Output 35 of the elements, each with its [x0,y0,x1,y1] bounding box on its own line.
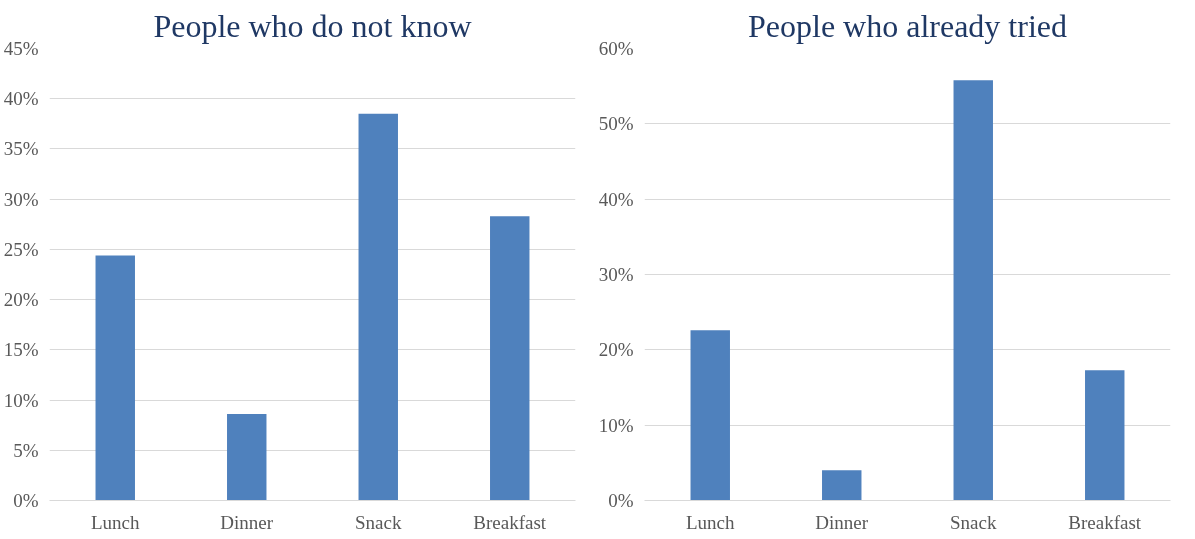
x-tick-label: Dinner [220,511,274,533]
y-tick-label: 20% [598,339,634,361]
x-tick-label: Snack [355,511,402,533]
y-tick-label: 15% [3,339,39,361]
x-tick-label: Lunch [685,511,736,533]
bar [95,255,135,501]
bar [822,470,862,501]
x-tick-label: Dinner [815,511,869,533]
y-tick-label: 10% [3,389,39,411]
bar [953,80,993,501]
y-tick-label: 10% [598,414,634,436]
chart-title: People who do not know [153,7,472,44]
y-tick-label: 50% [598,113,634,135]
y-tick-label: 30% [598,264,634,285]
y-tick-label: 40% [3,88,39,110]
y-tick-label: 45% [3,38,39,59]
bar [490,216,530,501]
chart-title: People who already tried [748,7,1067,44]
x-tick-label: Snack [950,511,997,533]
x-tick-label: Breakfast [1068,511,1142,533]
y-tick-label: 25% [3,238,39,260]
bar [1085,370,1125,501]
y-tick-label: 0% [13,490,39,511]
y-tick-label: 35% [3,138,39,160]
y-tick-label: 60% [598,38,634,59]
y-tick-label: 0% [608,490,634,511]
y-tick-label: 30% [3,188,39,210]
bar [227,414,267,501]
bar [690,330,730,501]
y-tick-label: 5% [13,439,39,461]
x-tick-label: Breakfast [473,511,547,533]
y-tick-label: 40% [598,188,634,210]
y-tick-label: 20% [3,289,39,311]
bar [358,113,398,501]
x-tick-label: Lunch [90,511,141,533]
